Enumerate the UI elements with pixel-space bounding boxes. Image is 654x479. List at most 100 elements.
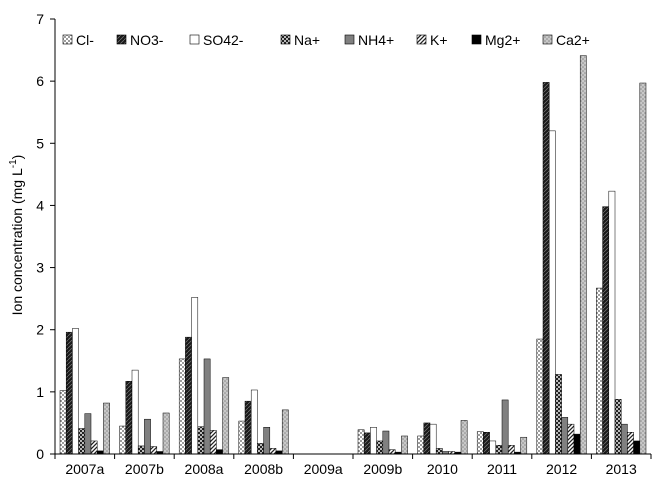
bar-so42-2011 (489, 440, 497, 455)
y-tick-label: 5 (36, 135, 44, 151)
bar-no3-2013 (602, 206, 610, 455)
x-tick-label: 2008b (244, 461, 283, 477)
bar-nh4-2007b (144, 418, 151, 455)
y-tick-label: 1 (36, 384, 44, 400)
bar-k-2012 (567, 423, 575, 455)
legend-swatch (62, 34, 73, 45)
legend-swatch (416, 34, 427, 45)
bar-ca2-2007b (162, 412, 170, 455)
legend-label: NO3- (130, 32, 164, 48)
legend-label: Mg2+ (485, 32, 520, 48)
bar-nh4-2011 (501, 399, 509, 455)
bar-no3-2011 (483, 432, 490, 455)
bar-cl-2010 (417, 435, 425, 455)
bar-nh4-2008a (203, 358, 211, 455)
bar-nh4-2008b (263, 427, 271, 455)
legend-swatch (280, 34, 291, 45)
x-tick-label: 2008a (185, 461, 224, 477)
bar-nh4-2007a (84, 413, 92, 455)
legend-swatch (542, 34, 553, 45)
bar-k-2007b (150, 446, 158, 455)
bar-no3-2010 (423, 422, 431, 455)
x-tick-label: 2009b (363, 461, 402, 477)
bar-na-2007b (137, 445, 145, 455)
legend: Cl- NO3- SO42- Na+ NH4+ K+ Mg2+ Ca2+ (62, 32, 590, 48)
y-tick-label: 3 (36, 260, 44, 276)
bar-na-2011 (495, 445, 503, 455)
y-tick-label: 6 (36, 73, 44, 89)
y-tick-label: 4 (36, 197, 44, 213)
y-tick-label: 7 (36, 11, 44, 27)
bar-so42-2008a (191, 297, 199, 455)
bar-no3-2007b (125, 381, 133, 455)
legend-swatch (344, 34, 355, 45)
bars-layer (59, 55, 647, 455)
bar-ca2-2008b (281, 409, 289, 455)
x-tick-label: 2009a (304, 461, 343, 477)
bar-na-2013 (614, 399, 622, 455)
bar-nh4-2012 (561, 417, 569, 455)
x-tick-label: 2010 (427, 461, 458, 477)
y-tick-label: 0 (36, 446, 44, 462)
bar-so42-2012 (548, 130, 556, 455)
bar-na-2012 (555, 374, 562, 455)
x-tick-label: 2011 (487, 461, 517, 477)
bar-no3-2008a (185, 336, 192, 455)
bar-ca2-2010 (460, 420, 468, 455)
bar-cl-2008b (238, 420, 246, 455)
bar-k-2013 (627, 432, 634, 455)
bar-cl-2009b (357, 429, 365, 455)
legend-label: Cl- (76, 32, 94, 48)
legend-label: K+ (430, 32, 448, 48)
bar-no3-2009b (363, 432, 371, 455)
y-tick-label: 2 (36, 322, 44, 338)
bar-nh4-2009b (382, 430, 390, 455)
bar-cl-2008a (178, 358, 186, 455)
bar-mg2-2012 (573, 433, 581, 455)
bar-cl-2012 (536, 338, 544, 455)
bar-k-2007a (90, 440, 98, 455)
legend-label: Na+ (294, 32, 320, 48)
bar-na-2010 (435, 448, 443, 455)
bar-k-2008b (269, 448, 277, 455)
bar-nh4-2013 (620, 423, 628, 455)
bar-no3-2007a (65, 331, 73, 455)
bar-so42-2007a (72, 328, 79, 455)
ticks-layer: 0 1 2 3 4 5 6 7 2007a 2007b 2008a 2008b 2009a 2009b 20… (36, 11, 652, 477)
legend-swatch (189, 34, 200, 45)
y-axis-title: Ion concentration (mg L-1) (8, 155, 25, 316)
legend-swatch (471, 34, 482, 45)
bar-ca2-2013 (639, 82, 647, 455)
bar-cl-2007a (59, 390, 67, 455)
bar-ca2-2012 (579, 55, 587, 455)
x-tick-label: 2012 (546, 461, 577, 477)
x-tick-label: 2013 (606, 461, 637, 477)
bar-so42-2010 (429, 423, 437, 455)
bar-so42-2009b (370, 427, 377, 455)
bar-cl-2007b (119, 425, 127, 455)
x-tick-label: 2007a (65, 461, 104, 477)
bar-cl-2013 (596, 287, 603, 455)
bar-na-2008b (257, 443, 264, 455)
legend-label: NH4+ (358, 32, 394, 48)
x-tick-label: 2007b (125, 461, 164, 477)
legend-label: Ca2+ (556, 32, 590, 48)
bar-na-2009b (376, 440, 384, 455)
bar-ca2-2008a (222, 377, 230, 455)
bar-so42-2013 (608, 190, 616, 455)
bar-no3-2008b (244, 400, 252, 455)
bar-na-2008a (197, 426, 205, 455)
bar-ca2-2007a (103, 402, 110, 455)
bar-ca2-2009b (401, 435, 408, 455)
legend-swatch (116, 34, 127, 45)
bar-mg2-2013 (633, 440, 641, 455)
bar-so42-2008b (250, 389, 258, 455)
bar-na-2007a (78, 428, 86, 455)
bar-mg2-2008a (216, 449, 223, 455)
bar-ca2-2011 (520, 436, 528, 455)
bar-no3-2012 (542, 82, 550, 455)
bar-k-2008a (209, 430, 217, 455)
bar-cl-2011 (476, 431, 484, 455)
legend-label: SO42- (203, 32, 244, 48)
